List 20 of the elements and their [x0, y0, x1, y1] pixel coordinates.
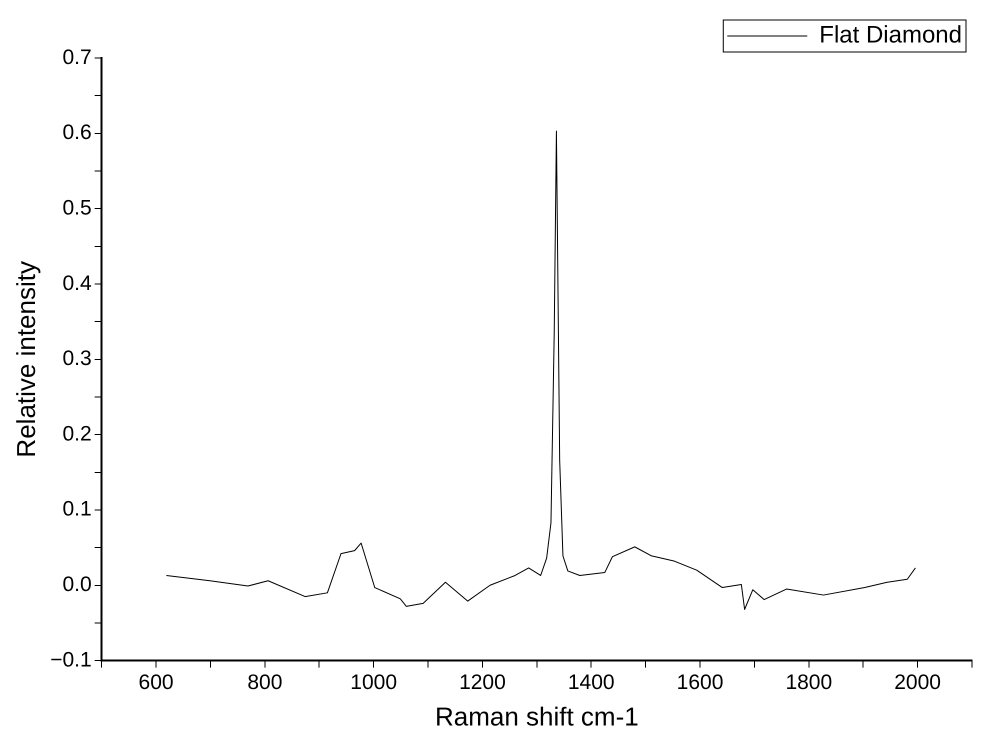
y-tick-label: 0.1: [62, 498, 92, 521]
x-tick-label: 1200: [459, 670, 506, 694]
y-axis-title: Relative intensity: [10, 261, 41, 458]
x-tick-label: 1800: [785, 670, 832, 694]
y-tick-label: 0.3: [62, 347, 92, 370]
y-tick-label: 0.5: [62, 196, 92, 220]
x-tick-label: 1400: [568, 670, 615, 694]
x-tick-label: 600: [138, 670, 174, 694]
y-tick-label: 0.6: [62, 121, 92, 144]
y-tick-label: 0.2: [62, 422, 92, 446]
y-tick-label: −0.1: [50, 648, 92, 672]
x-tick-label: 800: [247, 670, 282, 694]
y-tick-label: 0.4: [62, 272, 92, 295]
x-tick-label: 1000: [350, 670, 397, 694]
y-tick-label: 0.7: [62, 46, 92, 69]
legend-label: Flat Diamond: [819, 22, 962, 49]
y-tick-label: 0.0: [62, 573, 92, 596]
x-tick-label: 1600: [676, 670, 724, 694]
x-axis-title: Raman shift cm-1: [434, 702, 639, 732]
x-tick-label: 2000: [894, 670, 941, 694]
